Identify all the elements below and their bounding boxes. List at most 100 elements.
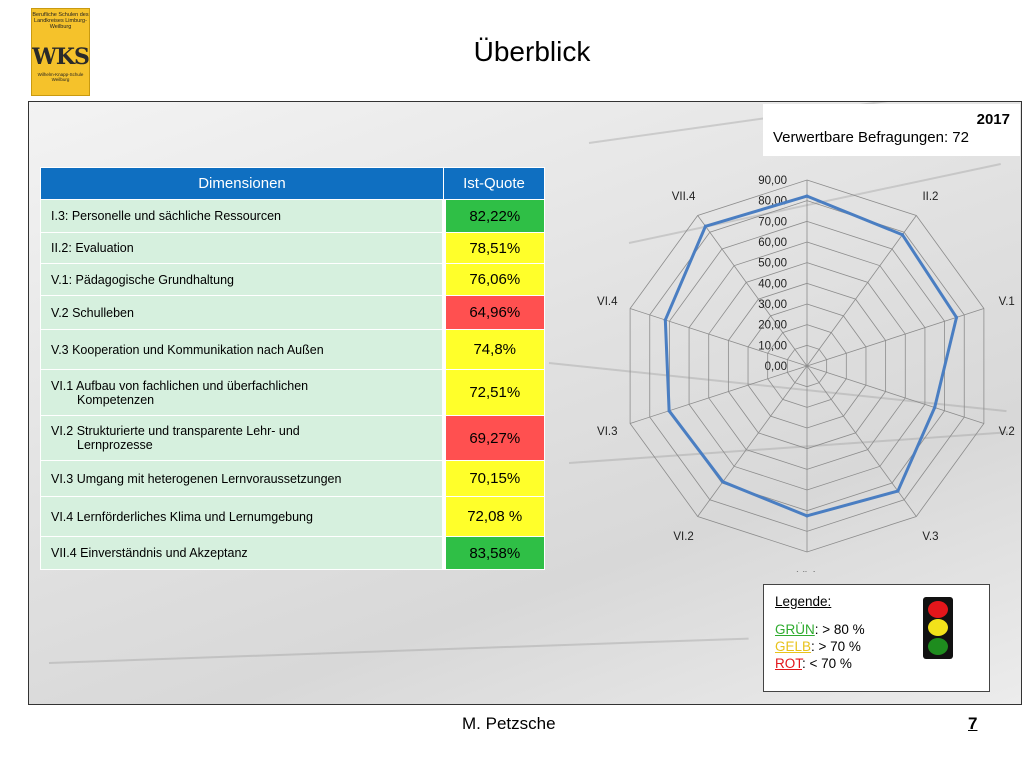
quote-cell: 82,22% xyxy=(441,199,545,233)
dimension-cell: V.3 Kooperation und Kommunikation nach A… xyxy=(40,329,444,370)
dimension-cell: VI.2 Strukturierte und transparente Lehr… xyxy=(40,415,444,461)
radar-data-point xyxy=(933,405,937,410)
logo-bottom-text: Wilhelm-Knapp-Schule Weilburg xyxy=(37,72,84,82)
legend-text-red: : < 70 % xyxy=(802,656,852,671)
quote-cell: 83,58% xyxy=(441,536,545,570)
dimension-cell: V.1: Pädagogische Grundhaltung xyxy=(40,263,444,296)
radar-category-label: VI.2 xyxy=(673,531,693,543)
radar-category-label: II.2 xyxy=(922,191,938,203)
legend-text-yellow: : > 70 % xyxy=(811,639,861,654)
radar-spoke xyxy=(697,365,808,517)
table-row: V.2 Schulleben 64,96% xyxy=(40,295,545,330)
radar-data-point xyxy=(896,489,900,493)
table-row: VI.3 Umgang mit heterogenen Lernvorausse… xyxy=(40,460,545,497)
radar-category-label: I.3 xyxy=(801,162,814,163)
dimension-cell: I.3: Personelle und sächliche Ressourcen xyxy=(40,199,444,233)
radar-tick-label: 0,00 xyxy=(765,361,787,373)
quote-cell: 76,06% xyxy=(441,263,545,296)
slide-title: Überblick xyxy=(473,36,591,67)
table-row: VII.4 Einverständnis und Akzeptanz 83,58… xyxy=(40,536,545,570)
radar-category-label: VI.4 xyxy=(597,296,618,308)
legend-text-green: : > 80 % xyxy=(814,622,865,637)
legend-label-red: ROT xyxy=(775,656,802,671)
radar-tick-label: 70,00 xyxy=(758,216,787,228)
dimension-label: V.2 Schulleben xyxy=(51,305,134,320)
dimension-label: V.1: Pädagogische Grundhaltung xyxy=(51,272,235,287)
traffic-light-icon xyxy=(904,593,971,661)
header-dimensions: Dimensionen xyxy=(40,167,444,200)
legend-item-green: GRÜN: > 80 % xyxy=(775,621,989,638)
dimension-label: VI.1 Aufbau von fachlichen und überfachl… xyxy=(51,378,309,393)
radar-data-point xyxy=(805,194,809,198)
radar-tick-label: 20,00 xyxy=(758,320,787,332)
survey-info: 2017 Verwertbare Befragungen: 72 xyxy=(763,104,1020,156)
legend-title: Legende: xyxy=(775,594,832,609)
dimension-cell: VI.4 Lernförderliches Klima und Lernumge… xyxy=(40,496,444,537)
table-header-row: Dimensionen Ist-Quote xyxy=(40,167,545,200)
quote-cell: 78,51% xyxy=(441,232,545,264)
dimensions-table: Dimensionen Ist-Quote I.3: Personelle un… xyxy=(40,167,545,570)
dimension-label: VII.4 Einverständnis und Akzeptanz xyxy=(51,546,248,560)
radar-data-point xyxy=(667,409,671,413)
legend-label-yellow: GELB xyxy=(775,639,812,654)
radar-tick-label: 50,00 xyxy=(758,258,787,270)
radar-data-point xyxy=(703,224,708,228)
dimension-label-cont: Lernprozesse xyxy=(77,438,153,452)
table-row: II.2: Evaluation 78,51% xyxy=(40,232,545,264)
radar-data-point xyxy=(954,315,959,320)
legend-label-green: GRÜN xyxy=(775,622,815,637)
school-logo: Berufliche Schulen des Landkreises Limbu… xyxy=(31,8,90,96)
legend-item-red: ROT: < 70 % xyxy=(775,655,989,672)
survey-year: 2017 xyxy=(976,111,1010,128)
dimension-cell: VI.1 Aufbau von fachlichen und überfachl… xyxy=(40,369,444,416)
radar-spoke xyxy=(806,308,985,367)
radar-spoke xyxy=(806,215,917,367)
dimension-label: II.2: Evaluation xyxy=(51,241,134,255)
header-quote: Ist-Quote xyxy=(443,167,545,200)
dimension-label-cont: Kompetenzen xyxy=(77,392,155,407)
radar-tick-label: 60,00 xyxy=(758,237,787,249)
table-row: VI.2 Strukturierte und transparente Lehr… xyxy=(40,415,545,461)
dimension-label: I.3: Personelle und sächliche Ressourcen xyxy=(51,209,281,223)
dimension-cell: VII.4 Einverständnis und Akzeptanz xyxy=(40,536,444,570)
respondents-count: Verwertbare Befragungen: 72 xyxy=(773,129,969,146)
radar-category-label: VII.4 xyxy=(672,191,696,203)
logo-mark: WKS xyxy=(32,44,89,70)
dimension-cell: VI.3 Umgang mit heterogenen Lernvorausse… xyxy=(40,460,444,497)
radar-category-label: VI.3 xyxy=(597,426,617,438)
table-row: I.3: Personelle und sächliche Ressourcen… xyxy=(40,199,545,233)
radar-spoke xyxy=(629,365,808,424)
radar-tick-label: 30,00 xyxy=(758,299,787,311)
radar-tick-label: 40,00 xyxy=(758,278,787,290)
radar-tick-label: 10,00 xyxy=(758,340,787,352)
traffic-light-housing xyxy=(923,597,953,659)
quote-cell: 72,08 % xyxy=(441,496,545,537)
radar-data-point xyxy=(721,480,725,484)
table-row: VI.1 Aufbau von fachlichen und überfachl… xyxy=(40,369,545,416)
dimension-label: V.3 Kooperation und Kommunikation nach A… xyxy=(51,342,324,357)
table-row: V.3 Kooperation und Kommunikation nach A… xyxy=(40,329,545,370)
quote-cell: 74,8% xyxy=(441,329,545,370)
radar-spoke xyxy=(629,308,808,367)
legend-item-yellow: GELB: > 70 % xyxy=(775,638,989,655)
quote-cell: 72,51% xyxy=(441,369,545,416)
radar-category-label: V.2 xyxy=(999,426,1015,438)
dimension-label: VI.3 Umgang mit heterogenen Lernvorausse… xyxy=(51,471,342,486)
dimension-label: VI.4 Lernförderliches Klima und Lernumge… xyxy=(51,509,313,524)
yellow-lamp-icon xyxy=(928,619,948,636)
radar-data-point xyxy=(805,514,809,518)
radar-category-label: V.3 xyxy=(922,531,938,543)
radar-spoke xyxy=(806,365,917,517)
radar-category-label: V.1 xyxy=(999,296,1015,308)
radar-data-point xyxy=(663,318,667,322)
radar-data-point xyxy=(900,233,904,237)
radar-chart: 0,0010,0020,0030,0040,0050,0060,0070,008… xyxy=(597,162,1015,572)
quote-cell: 69,27% xyxy=(441,415,545,461)
logo-top-text: Berufliche Schulen des Landkreises Limbu… xyxy=(32,12,89,30)
radar-tick-label: 90,00 xyxy=(758,175,787,187)
radar-category-label: VI.1 xyxy=(797,571,817,572)
dimension-cell: V.2 Schulleben xyxy=(40,295,444,330)
radar-spoke xyxy=(697,215,808,367)
quote-cell: 64,96% xyxy=(441,295,545,330)
page-number: 7 xyxy=(968,714,978,733)
